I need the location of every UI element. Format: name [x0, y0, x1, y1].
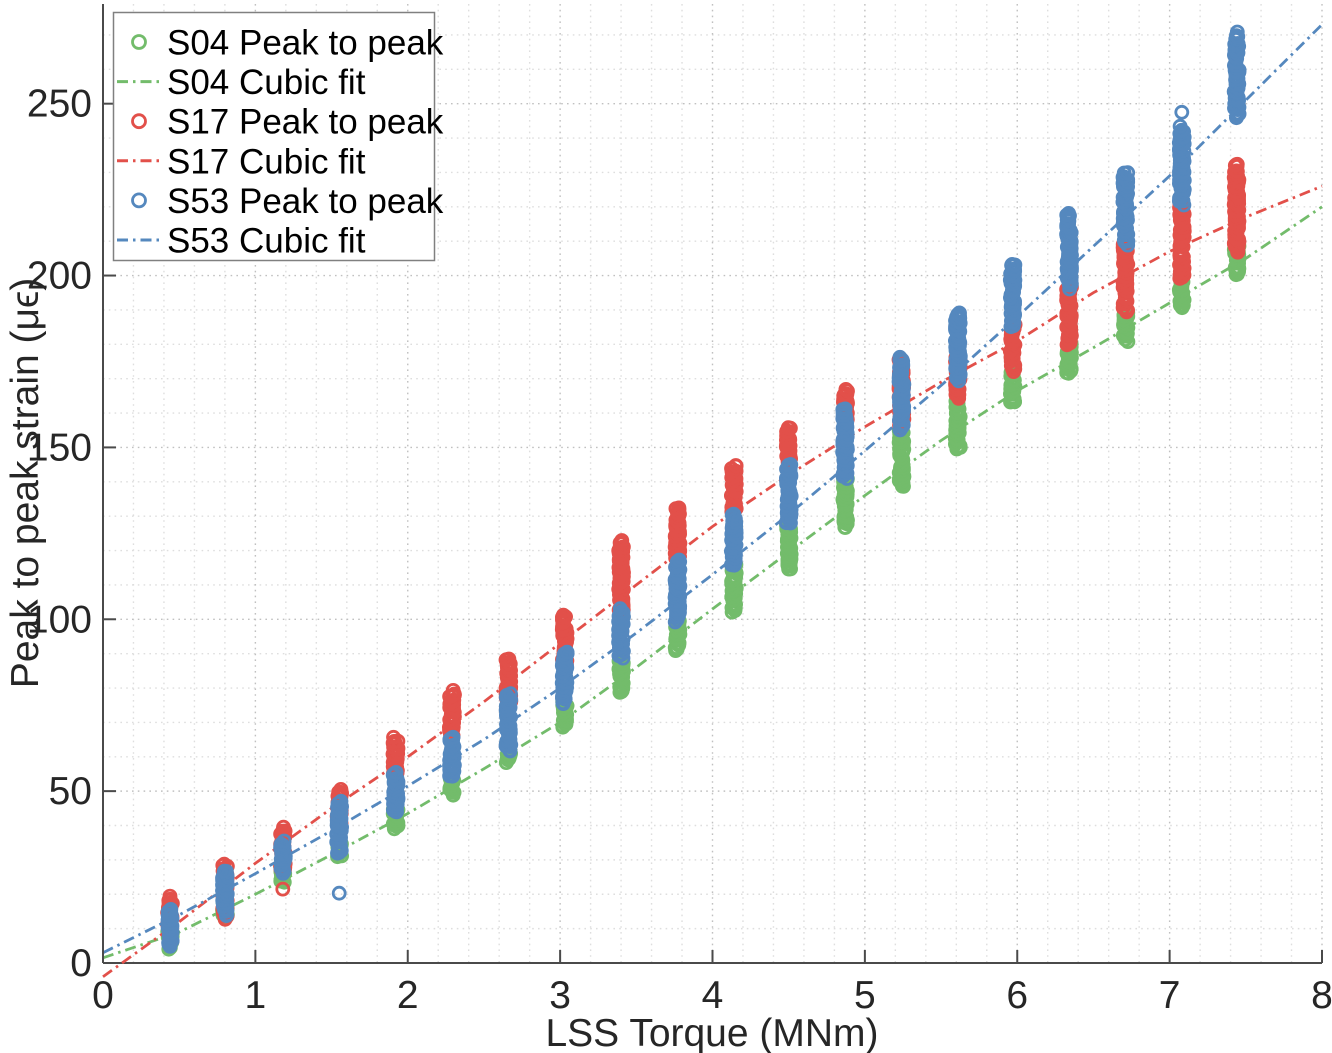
data-point	[838, 381, 854, 397]
y-tick-label: 100	[27, 598, 92, 641]
data-point	[333, 793, 349, 809]
data-point	[1229, 24, 1245, 40]
y-tick-label: 250	[27, 83, 92, 126]
data-point	[160, 904, 176, 920]
data-point	[671, 500, 687, 516]
y-tick-label: 50	[49, 770, 92, 813]
series-s17-cubic-fit	[102, 184, 1323, 978]
axis-spines	[0, 4, 1332, 1005]
data-point	[837, 401, 853, 417]
data-point	[499, 652, 515, 667]
data-point	[273, 836, 289, 852]
x-tick-label: 7	[1159, 974, 1181, 1017]
data-point	[1228, 157, 1243, 173]
legend-entry-s53-cubic-fit: S53 Cubic fit	[117, 222, 366, 261]
tick-labels: 0 1 2 3 4 5 6 7 8 0 50 100 150 200 250	[27, 83, 1332, 1017]
legend-entry-s17-cubic-fit: S17 Cubic fit	[117, 142, 366, 181]
data-point	[556, 607, 571, 623]
data-point	[1060, 207, 1075, 223]
series-s53-cubic-fit	[102, 23, 1323, 954]
x-axis-label: LSS Torque (MNm)	[545, 1012, 878, 1053]
data-point	[503, 686, 518, 702]
data-point	[894, 352, 910, 368]
x-tick-label: 1	[245, 974, 267, 1017]
data-point	[386, 729, 401, 745]
data-point	[388, 765, 404, 780]
series-s17-peak-to-peak	[160, 156, 1247, 932]
fit-line-s04-cubic-fit	[102, 205, 1323, 960]
data-point	[612, 601, 628, 617]
data-point	[276, 833, 292, 849]
x-tick-label: 8	[1311, 974, 1332, 1017]
legend-entry-s17-peak-to-peak: S17 Peak to peak	[131, 103, 444, 142]
series-s04-cubic-fit	[102, 205, 1323, 960]
legend-entry-s53-peak-to-peak: S53 Peak to peak	[131, 182, 444, 221]
data-point	[892, 349, 908, 365]
plot-clip	[0, 964, 1332, 1005]
data-point	[331, 885, 347, 901]
legend-label: S17 Peak to peak	[167, 103, 444, 142]
data-point	[163, 902, 179, 917]
y-tick-label: 150	[27, 426, 92, 469]
data-point	[445, 729, 461, 745]
legend-marker-icon	[131, 34, 147, 50]
y-axis-label: Peak to peak strain (μϵ)	[4, 278, 47, 688]
y-tick-label: 0	[70, 942, 92, 985]
data-point	[1172, 118, 1188, 134]
legend-entry-s04-cubic-fit: S04 Cubic fit	[117, 63, 366, 102]
data-point	[445, 683, 461, 698]
legend-label: S53 Cubic fit	[167, 222, 366, 261]
legend-box	[112, 11, 436, 262]
x-tick-label: 4	[702, 974, 724, 1017]
legend-marker-icon	[131, 192, 147, 209]
data-point	[1120, 165, 1136, 181]
legend-entry-s04-peak-to-peak: S04 Peak to peak	[131, 24, 444, 63]
legend-label: S04 Cubic fit	[167, 63, 366, 102]
data-point	[728, 458, 744, 474]
data-point	[1174, 104, 1190, 120]
legend-label: S53 Peak to peak	[167, 182, 444, 221]
data-point	[780, 420, 796, 436]
x-tick-label: 0	[92, 974, 114, 1017]
data-point	[952, 305, 967, 321]
data-series	[102, 23, 1323, 978]
data-point	[217, 863, 232, 879]
data-point	[671, 552, 687, 568]
legend-label: S04 Peak to peak	[167, 24, 444, 63]
grid-lines	[103, 4, 1323, 963]
legend-marker-icon	[131, 113, 147, 130]
x-tick-label: 2	[397, 974, 419, 1017]
y-tick-label: 200	[27, 255, 92, 298]
data-point	[385, 767, 401, 783]
fit-line-s53-cubic-fit	[102, 23, 1323, 954]
x-tick-label: 5	[854, 974, 876, 1017]
fit-line-s17-cubic-fit	[102, 184, 1323, 978]
data-point	[1007, 257, 1023, 273]
x-tick-label: 3	[549, 974, 571, 1017]
data-point	[275, 881, 291, 897]
data-point	[783, 457, 798, 472]
legend-label: S17 Cubic fit	[167, 142, 366, 181]
data-point	[559, 644, 575, 660]
x-tick-label: 6	[1006, 974, 1028, 1017]
data-point	[276, 819, 291, 835]
data-point	[726, 506, 742, 522]
series-s04-peak-to-peak	[160, 230, 1247, 957]
data-point	[614, 533, 630, 548]
